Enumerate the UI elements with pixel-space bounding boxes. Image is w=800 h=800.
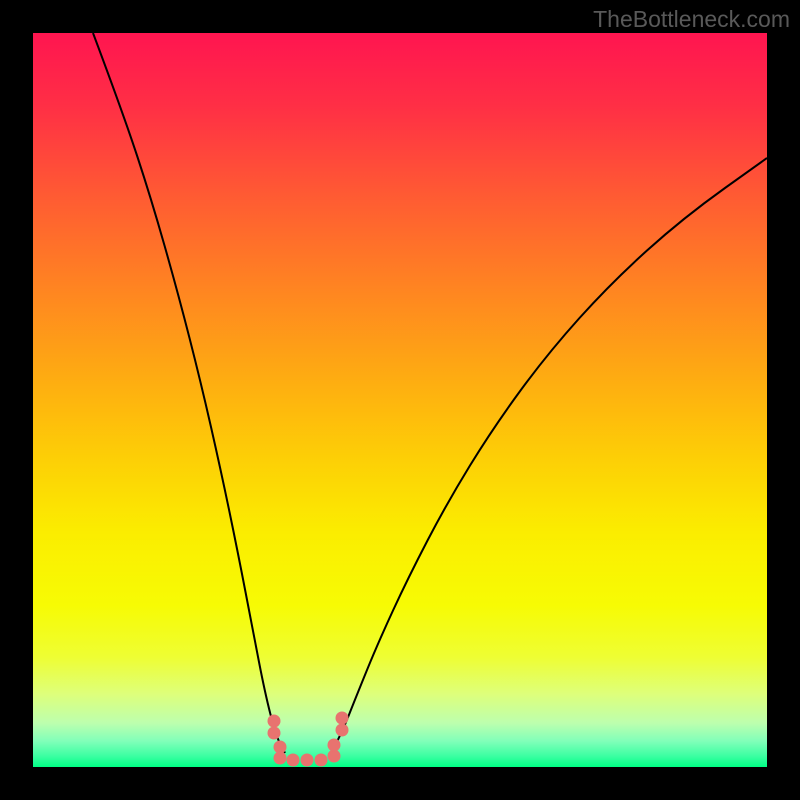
trough-marker <box>336 724 349 737</box>
trough-marker <box>274 752 287 765</box>
trough-marker <box>268 727 281 740</box>
watermark-text: TheBottleneck.com <box>593 6 790 33</box>
trough-marker <box>268 715 281 728</box>
trough-marker <box>301 754 314 767</box>
plot-area <box>33 33 767 767</box>
trough-marker <box>336 712 349 725</box>
trough-marker <box>328 739 341 752</box>
v-curve <box>33 33 767 767</box>
chart-frame: TheBottleneck.com <box>0 0 800 800</box>
trough-marker <box>315 754 328 767</box>
trough-marker <box>287 754 300 767</box>
